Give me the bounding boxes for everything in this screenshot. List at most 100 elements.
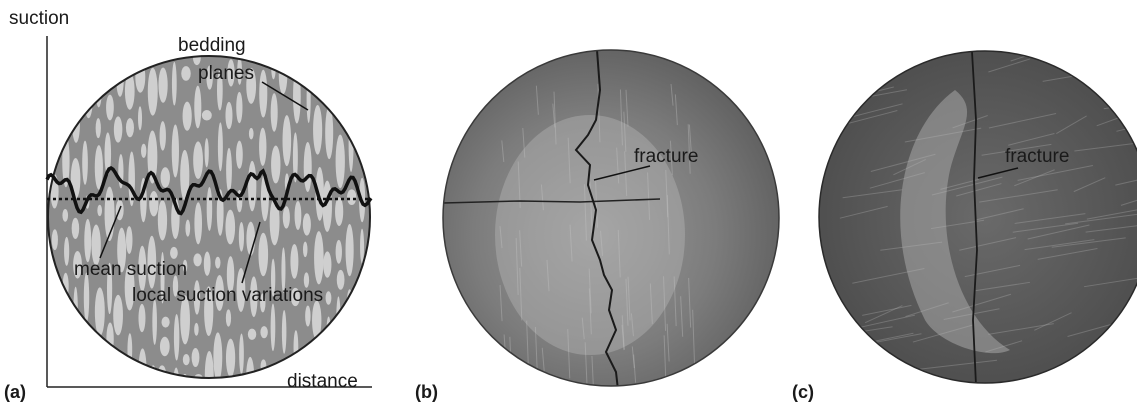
bedding-lens xyxy=(52,229,58,250)
panel-label: (c) xyxy=(792,382,814,402)
bedding-lens xyxy=(236,141,243,169)
bedding-lens xyxy=(226,309,231,326)
bedding-lens xyxy=(128,383,132,401)
bedding-lens xyxy=(149,191,158,216)
bedding-lens xyxy=(323,251,331,277)
bedding-lens xyxy=(236,92,242,123)
bedding-lens xyxy=(172,62,177,106)
bedding-lens xyxy=(207,187,212,231)
annotation: fracture xyxy=(634,146,698,167)
bedding-lens xyxy=(63,68,69,95)
bedding-lens xyxy=(174,314,179,361)
bedding-lens xyxy=(160,121,166,151)
bedding-lens xyxy=(305,306,310,327)
bedding-lens xyxy=(326,291,332,305)
bedding-lens xyxy=(183,354,190,365)
bedding-lens xyxy=(371,65,377,113)
bedding-lens xyxy=(172,124,179,177)
bedding-lens xyxy=(249,128,254,140)
bedding-lens xyxy=(97,205,102,216)
annotation: local suction variations xyxy=(132,285,323,306)
bedding-lens xyxy=(360,229,364,264)
bedding-lens xyxy=(369,125,373,152)
bedding-lens xyxy=(138,304,145,332)
panel-label: (b) xyxy=(415,382,438,402)
bedding-lens xyxy=(248,329,256,340)
bedding-lens xyxy=(360,279,365,306)
bedding-lens xyxy=(336,240,342,264)
bedding-lens xyxy=(158,67,167,102)
bedding-lens xyxy=(260,326,267,338)
bedding-lens xyxy=(259,128,266,166)
bedding-lens xyxy=(239,222,244,252)
bedding-lens xyxy=(314,61,322,89)
bedding-lens xyxy=(359,67,363,101)
bedding-lens xyxy=(313,105,322,155)
figure: suction distance bedding planes mean suc… xyxy=(0,0,1137,404)
bedding-lens xyxy=(162,317,170,328)
bedding-lens xyxy=(107,58,113,79)
bedding-lens xyxy=(348,84,352,103)
bedding-lens xyxy=(194,202,202,244)
streak xyxy=(1118,351,1137,367)
bedding-lens xyxy=(64,237,69,266)
bedding-lens xyxy=(194,374,203,384)
panel-b: fracture (b) xyxy=(415,50,779,402)
annotation: bedding xyxy=(178,35,246,56)
bedding-lens xyxy=(106,322,113,354)
bedding-lens xyxy=(261,359,267,373)
bedding-lens xyxy=(161,167,170,187)
bedding-lens xyxy=(337,270,345,290)
bedding-lens xyxy=(303,54,311,67)
bedding-lens xyxy=(96,356,101,385)
bedding-lens xyxy=(372,181,376,191)
bedding-lens xyxy=(369,331,376,362)
bedding-lens xyxy=(158,365,166,380)
bedding-lens xyxy=(346,224,354,276)
bedding-lens xyxy=(327,62,333,72)
bedding-lens xyxy=(50,373,58,404)
streak xyxy=(1062,45,1109,61)
annotation: planes xyxy=(198,63,254,84)
bedding-lens xyxy=(303,242,308,257)
bedding-lens xyxy=(80,382,90,404)
bedding-lens xyxy=(62,209,68,222)
bedding-lens xyxy=(248,161,256,211)
bedding-lens xyxy=(127,53,132,67)
bedding-lens xyxy=(148,68,158,116)
bedding-lens xyxy=(205,351,214,400)
bedding-lens xyxy=(106,95,114,121)
bedding-lens xyxy=(194,323,198,336)
annotation: fracture xyxy=(1005,146,1069,167)
bedding-lens xyxy=(336,296,341,348)
bedding-lens xyxy=(314,231,324,284)
bedding-lens xyxy=(170,247,178,259)
bedding-lens xyxy=(160,337,170,357)
panel-a: suction distance bedding planes mean suc… xyxy=(4,8,379,404)
bedding-lens xyxy=(246,222,255,256)
bedding-lens xyxy=(61,366,68,392)
bedding-lens xyxy=(294,330,299,364)
bedding-lens xyxy=(347,189,357,205)
bedding-lens xyxy=(370,379,377,404)
bedding-lens xyxy=(258,233,268,276)
bedding-lens xyxy=(282,310,287,354)
panel-label: (a) xyxy=(4,382,26,402)
bedding-lens xyxy=(226,148,232,193)
bedding-lens xyxy=(271,303,276,351)
bedding-lens xyxy=(202,110,212,121)
bedding-lens xyxy=(225,210,235,245)
bedding-lens xyxy=(348,51,353,72)
bedding-lens xyxy=(194,86,201,129)
x-axis-label: distance xyxy=(287,371,358,392)
bedding-lens xyxy=(239,334,244,375)
bedding-lens xyxy=(271,93,278,132)
bedding-lens xyxy=(82,344,89,359)
bedding-lens xyxy=(126,226,132,254)
bedding-lens xyxy=(149,365,157,404)
bedding-lens xyxy=(270,369,276,389)
bedding-lens xyxy=(283,206,290,228)
bedding-lens xyxy=(307,76,311,123)
bedding-lens xyxy=(295,201,302,230)
streak xyxy=(1113,54,1137,69)
